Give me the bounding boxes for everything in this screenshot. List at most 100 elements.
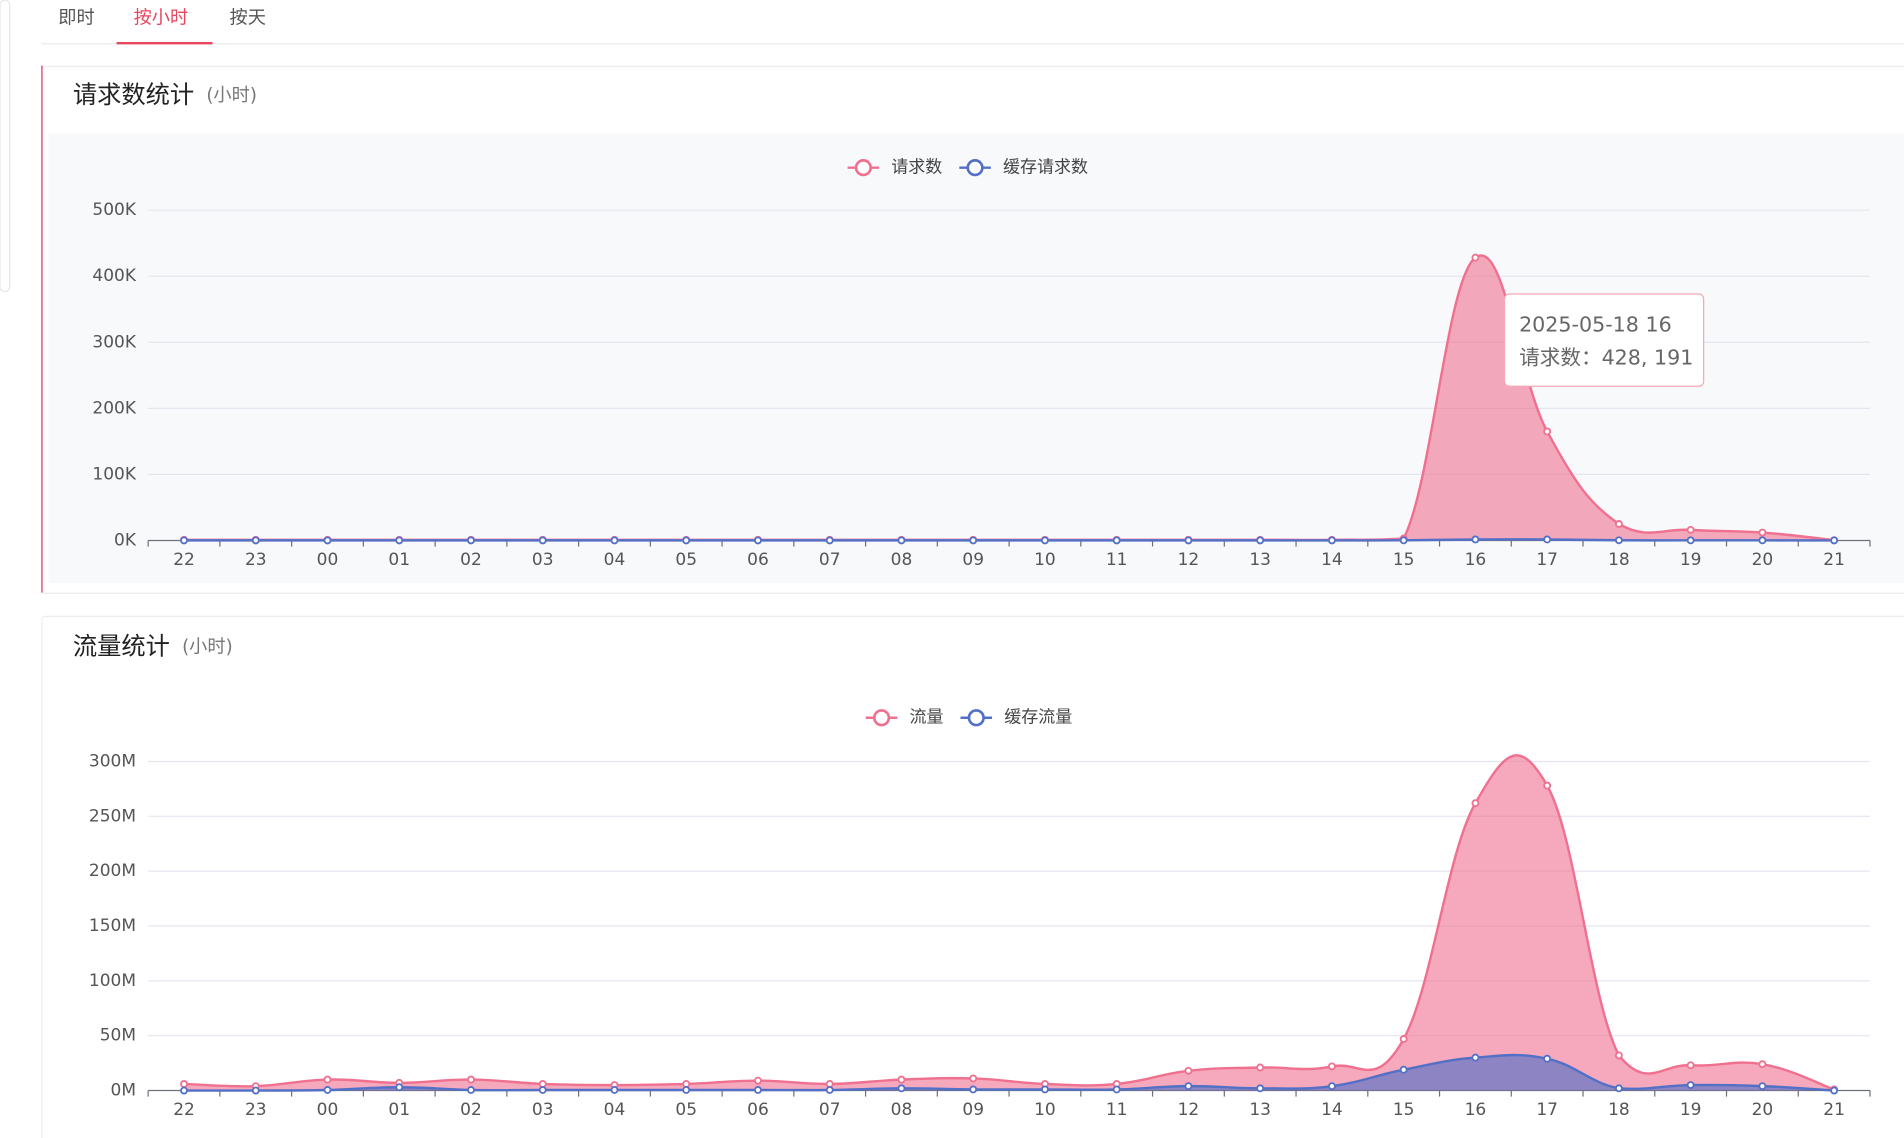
point	[1543, 427, 1552, 436]
point	[1256, 1063, 1265, 1072]
panel	[41, 615, 1904, 1138]
x-tick-label: 17	[1536, 550, 1558, 570]
x-tick-label: 02	[460, 550, 482, 570]
point	[610, 536, 619, 545]
point	[1327, 536, 1336, 545]
tab[interactable]: 即时	[58, 7, 94, 28]
point	[897, 1075, 906, 1084]
y-tick-label: 200K	[92, 398, 136, 418]
point	[395, 536, 404, 545]
y-tick-label: 150M	[89, 916, 136, 936]
y-tick-label: 500K	[92, 200, 136, 220]
y-tick-label: 100K	[92, 464, 136, 484]
panel-subtitle: (小时)	[182, 636, 233, 657]
x-tick-label: 23	[245, 1100, 267, 1120]
point	[1184, 1082, 1193, 1091]
x-tick-label: 13	[1249, 1100, 1271, 1120]
point	[682, 536, 691, 545]
x-tick-label: 19	[1680, 550, 1702, 570]
point	[1543, 535, 1552, 544]
line	[183, 754, 1835, 1091]
x-tick-label: 00	[317, 1100, 339, 1120]
x-tick-label: 00	[317, 550, 339, 570]
point	[323, 1086, 332, 1094]
panel-subtitle: (小时)	[206, 85, 257, 106]
point	[1614, 520, 1623, 528]
y-tick-label: 250M	[89, 806, 136, 826]
legend-label: 缓存流量	[1004, 708, 1072, 728]
x-tick-label: 10	[1034, 1100, 1056, 1120]
x-tick-label: 08	[891, 1100, 913, 1120]
legend-icon	[872, 709, 891, 727]
point	[1112, 1085, 1121, 1094]
point	[754, 536, 762, 545]
point	[1543, 1054, 1552, 1063]
y-tick-label: 100M	[89, 971, 136, 991]
y-tick-label: 0M	[111, 1081, 136, 1101]
x-tick-label: 08	[891, 550, 913, 570]
tab[interactable]: 按天	[230, 7, 266, 28]
point	[1614, 1084, 1623, 1093]
point	[1686, 1061, 1695, 1070]
point	[1686, 536, 1695, 545]
point	[1758, 1082, 1767, 1091]
point	[1830, 1086, 1839, 1095]
point	[897, 536, 906, 545]
x-tick-label: 11	[1106, 550, 1128, 570]
point	[1758, 536, 1767, 545]
point	[682, 1086, 691, 1094]
point	[323, 1075, 332, 1084]
x-tick-label: 22	[173, 550, 195, 570]
x-tick-label: 18	[1608, 1100, 1630, 1120]
point	[825, 1086, 834, 1094]
x-tick-label: 21	[1823, 1100, 1845, 1120]
x-tick-label: 12	[1178, 550, 1200, 570]
x-tick-label: 02	[460, 1100, 482, 1120]
x-tick-label: 06	[747, 1100, 769, 1120]
point	[395, 1083, 404, 1092]
y-tick-label: 0K	[114, 530, 137, 550]
x-tick-label: 05	[675, 1100, 697, 1120]
tooltip-title: 2025-05-18 16	[1519, 313, 1672, 337]
x-tick-label: 22	[173, 1100, 195, 1120]
point	[1614, 1051, 1623, 1060]
point	[1327, 1062, 1336, 1071]
x-tick-label: 15	[1393, 1100, 1415, 1120]
point	[969, 536, 978, 545]
point	[1399, 1035, 1408, 1043]
point	[1327, 1082, 1336, 1091]
point	[897, 1084, 906, 1093]
point	[1758, 528, 1767, 537]
x-tick-label: 20	[1752, 1100, 1774, 1120]
x-tick-label: 18	[1608, 550, 1630, 570]
point	[1399, 536, 1408, 545]
tab-active[interactable]: 按小时	[134, 7, 189, 28]
point	[1184, 1066, 1193, 1075]
point	[1614, 536, 1623, 545]
tooltip-box	[1503, 293, 1705, 387]
point	[1471, 535, 1480, 544]
panel-title: 流量统计	[73, 631, 170, 660]
panel-title: 请求数统计	[73, 80, 194, 109]
point	[251, 536, 260, 545]
point	[1040, 1085, 1049, 1094]
point	[1184, 536, 1193, 545]
y-tick-label: 200M	[89, 861, 136, 881]
x-tick-label: 04	[604, 550, 626, 570]
x-tick-label: 17	[1536, 1100, 1558, 1120]
legend-label: 缓存请求数	[1003, 158, 1088, 178]
side-panel	[0, 0, 11, 293]
point	[180, 1080, 188, 1088]
x-tick-label: 09	[962, 1100, 984, 1120]
x-tick-label: 10	[1034, 550, 1056, 570]
y-tick-label: 50M	[100, 1026, 136, 1046]
legend-icon	[854, 159, 872, 177]
point	[1471, 799, 1480, 808]
point	[1686, 525, 1695, 534]
x-tick-label: 20	[1752, 550, 1774, 570]
area	[184, 255, 1835, 541]
point	[1830, 536, 1839, 545]
x-tick-label: 03	[532, 1100, 554, 1120]
legend-label: 请求数	[891, 158, 942, 178]
